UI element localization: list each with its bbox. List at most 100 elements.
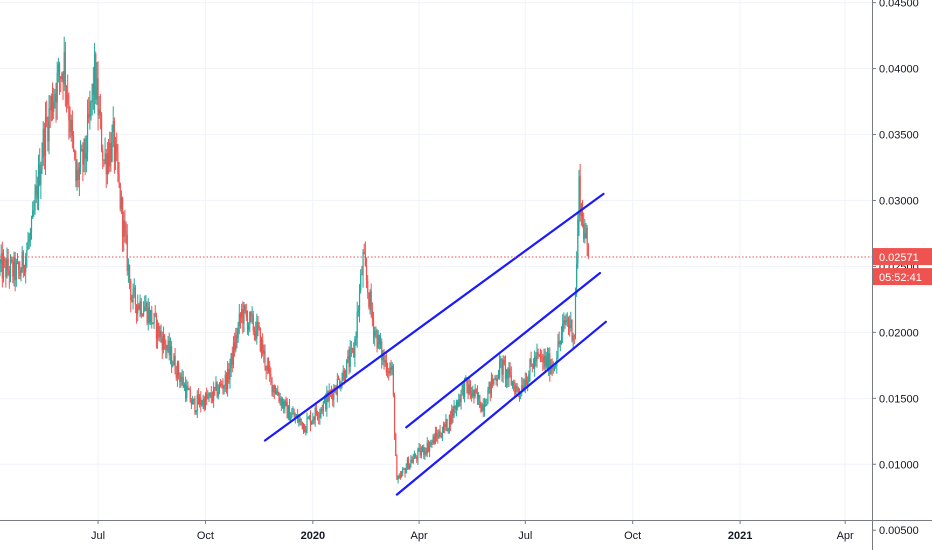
- candle-body: [490, 378, 493, 394]
- candle-body: [311, 420, 313, 425]
- candle-body: [211, 398, 214, 401]
- candle-body: [494, 378, 496, 380]
- candle-body: [145, 302, 147, 307]
- candle-body: [200, 397, 202, 406]
- candle-body: [201, 404, 203, 406]
- candle-body: [314, 407, 316, 420]
- candle-body: [192, 399, 194, 405]
- candle-body: [103, 160, 105, 162]
- candle-body: [148, 307, 151, 322]
- candle-body: [76, 169, 78, 181]
- candle-body: [341, 379, 343, 387]
- candle-body: [236, 335, 238, 339]
- candle-body: [206, 393, 208, 399]
- candle-body: [513, 382, 515, 386]
- candle-body: [134, 287, 137, 305]
- trend-line[interactable]: [263, 192, 605, 442]
- candle-body: [30, 218, 33, 233]
- candle-body: [538, 354, 540, 356]
- candle-body: [527, 381, 529, 386]
- candle-body: [46, 116, 48, 122]
- candle-body: [377, 334, 379, 349]
- candle-body: [104, 153, 106, 162]
- candle-body: [166, 348, 168, 351]
- candle-body: [390, 367, 392, 370]
- candle-body: [351, 348, 354, 349]
- candle-body: [114, 144, 117, 162]
- candle-body: [126, 234, 128, 271]
- candle-body: [4, 259, 6, 261]
- candle-body: [446, 419, 448, 432]
- candle-body: [509, 368, 511, 375]
- trend-line[interactable]: [395, 320, 607, 496]
- candle-body: [216, 382, 218, 397]
- candle-body: [225, 374, 228, 390]
- time-tick-label: 2020: [301, 530, 325, 542]
- candle-body: [28, 239, 30, 242]
- candle-body: [223, 385, 225, 389]
- candle-body: [430, 442, 432, 446]
- candle-body: [313, 419, 315, 421]
- candle-body: [420, 451, 423, 456]
- candle-body: [186, 386, 188, 398]
- candle-body: [146, 302, 148, 323]
- candle-body: [271, 377, 273, 393]
- candle-body: [576, 263, 578, 294]
- candle-body: [495, 378, 497, 382]
- candle-body: [571, 319, 573, 341]
- candle-body: [544, 355, 546, 367]
- candle-body: [188, 389, 190, 390]
- candle-body: [411, 460, 413, 463]
- candle-body: [167, 340, 169, 349]
- candle-body: [22, 251, 24, 269]
- candle-body: [135, 304, 138, 314]
- candle-body: [485, 404, 487, 406]
- price-tick-label: 0.02000: [879, 327, 919, 339]
- candle-body: [543, 355, 545, 363]
- candle-body: [163, 335, 166, 345]
- candle-body: [301, 421, 303, 429]
- candle-body: [458, 398, 460, 407]
- candle-body: [407, 459, 410, 470]
- candle-body: [41, 157, 43, 170]
- candle-body: [581, 203, 584, 224]
- candle-body: [548, 353, 550, 370]
- candle-body: [286, 401, 288, 419]
- candle-body: [20, 272, 22, 276]
- candle-body: [250, 312, 252, 316]
- candle-body: [551, 367, 553, 370]
- candle-body: [90, 102, 92, 104]
- candle-body: [423, 447, 425, 455]
- candle-body: [183, 384, 186, 388]
- candle-body: [437, 435, 439, 439]
- candle-body: [0, 253, 2, 264]
- candle-body: [93, 54, 96, 95]
- candle-body: [385, 360, 387, 373]
- candle-body: [269, 365, 271, 375]
- trend-lines[interactable]: [263, 192, 607, 496]
- candle-body: [97, 78, 99, 116]
- candle-body: [16, 262, 19, 264]
- trend-line[interactable]: [405, 271, 602, 429]
- candle-body: [149, 310, 152, 322]
- candle-body: [400, 473, 403, 477]
- candle-body: [432, 436, 434, 443]
- candle-body: [348, 355, 350, 368]
- candle-body: [230, 353, 232, 368]
- candle-body: [371, 310, 373, 319]
- candle-body: [209, 393, 211, 394]
- candle-body: [309, 416, 312, 425]
- candle-body: [153, 313, 155, 324]
- candle-body: [300, 418, 302, 422]
- candle-body: [424, 451, 426, 455]
- candle-body: [9, 259, 12, 277]
- candle-body: [434, 432, 437, 444]
- grid: [0, 0, 872, 531]
- candle-body: [557, 341, 559, 359]
- candle-body: [467, 385, 469, 394]
- candle-body: [234, 342, 236, 351]
- time-axis[interactable]: [0, 520, 932, 550]
- candle-body: [273, 385, 275, 393]
